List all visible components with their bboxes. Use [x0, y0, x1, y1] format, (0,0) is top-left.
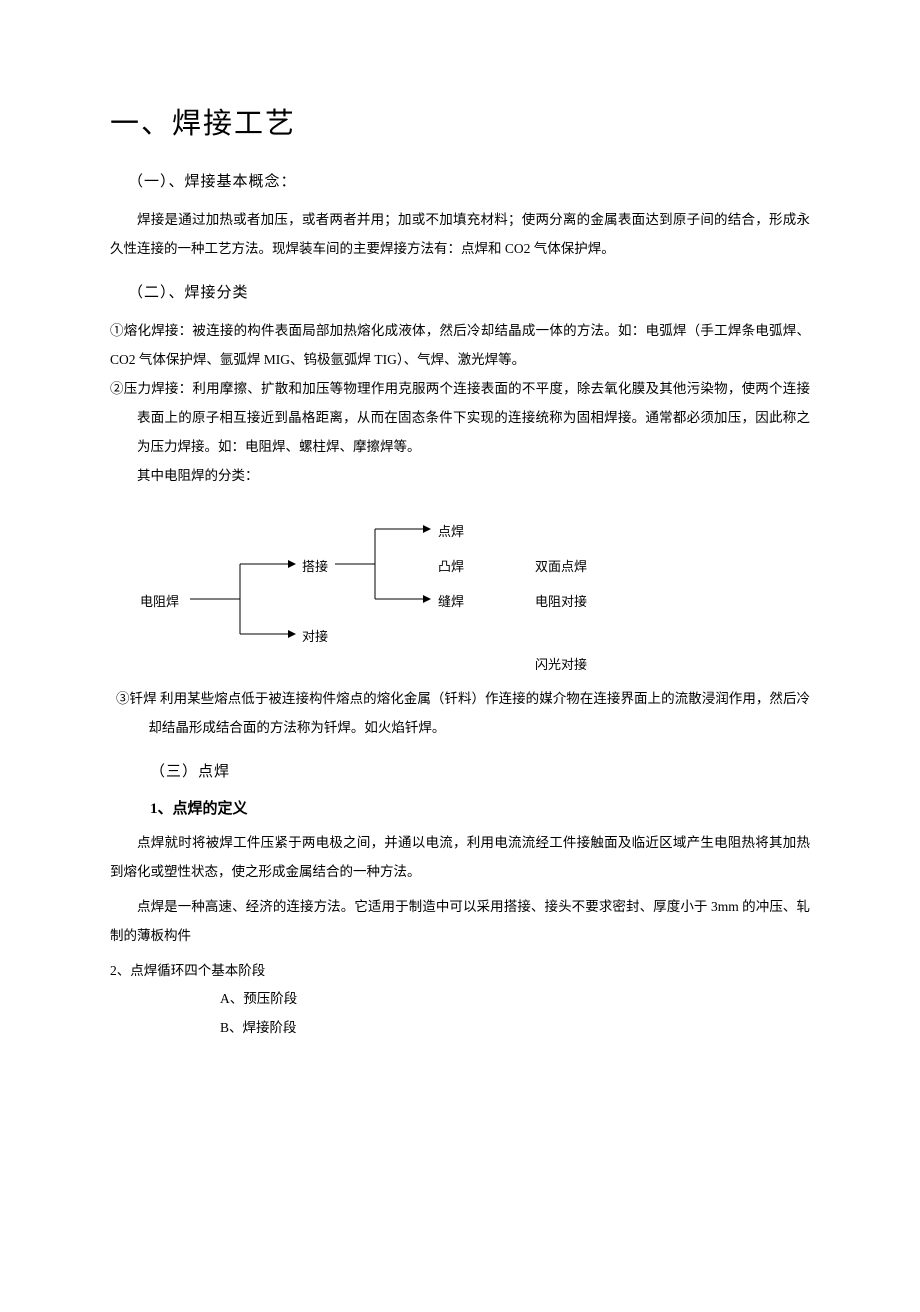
section-1-paragraph: 焊接是通过加热或者加压，或者两者并用；加或不加填充材料；使两分离的金属表面达到原… — [110, 205, 810, 263]
classification-item-1: ①熔化焊接：被连接的构件表面局部加热熔化成液体，然后冷却结晶成一体的方法。如：电… — [110, 316, 810, 374]
cycle-stage-a: A、预压阶段 — [220, 985, 810, 1013]
diagram-node-flash-butt: 闪光对接 — [535, 654, 587, 673]
spot-weld-cycle-heading: 2、点焊循环四个基本阶段 — [110, 956, 810, 985]
diagram-node-spot: 点焊 — [438, 521, 464, 540]
diagram-node-projection: 凸焊 — [438, 556, 464, 575]
cycle-stage-b: B、焊接阶段 — [220, 1014, 810, 1042]
classification-item-2: ②压力焊接：利用摩擦、扩散和加压等物理作用克服两个连接表面的不平度，除去氧化膜及… — [110, 374, 810, 461]
classification-item-2-note: 其中电阻焊的分类： — [110, 461, 810, 490]
diagram-node-lap: 搭接 — [302, 556, 328, 575]
diagram-node-resistance-butt: 电阻对接 — [535, 591, 587, 610]
document-page: 一、焊接工艺 （一）、焊接基本概念： 焊接是通过加热或者加压，或者两者并用；加或… — [0, 0, 920, 1312]
classification-item-3: ③钎焊 利用某些熔点低于被连接构件熔点的熔化金属（钎料）作连接的媒介物在连接界面… — [116, 684, 810, 742]
section-1-heading: （一）、焊接基本概念： — [128, 170, 810, 191]
spot-weld-definition-p2: 点焊是一种高速、经济的连接方法。它适用于制造中可以采用搭接、接头不要求密封、厚度… — [110, 892, 810, 950]
diagram-node-butt: 对接 — [302, 626, 328, 645]
diagram-node-seam: 缝焊 — [438, 591, 464, 610]
diagram-node-root: 电阻焊 — [140, 591, 179, 610]
diagram-lines — [130, 504, 690, 674]
spot-weld-definition-heading: 1、点焊的定义 — [150, 797, 810, 818]
spot-weld-definition-p1: 点焊就时将被焊工件压紧于两电极之间，并通以电流，利用电流流经工件接触面及临近区域… — [110, 828, 810, 886]
section-3-heading: （三）点焊 — [150, 760, 810, 781]
resistance-weld-tree-diagram: 电阻焊 搭接 对接 点焊 凸焊 缝焊 双面点焊 电阻对接 闪光对接 — [130, 504, 690, 674]
diagram-node-double-spot: 双面点焊 — [535, 556, 587, 575]
page-title: 一、焊接工艺 — [110, 100, 810, 142]
section-2-heading: （二）、焊接分类 — [128, 281, 810, 302]
